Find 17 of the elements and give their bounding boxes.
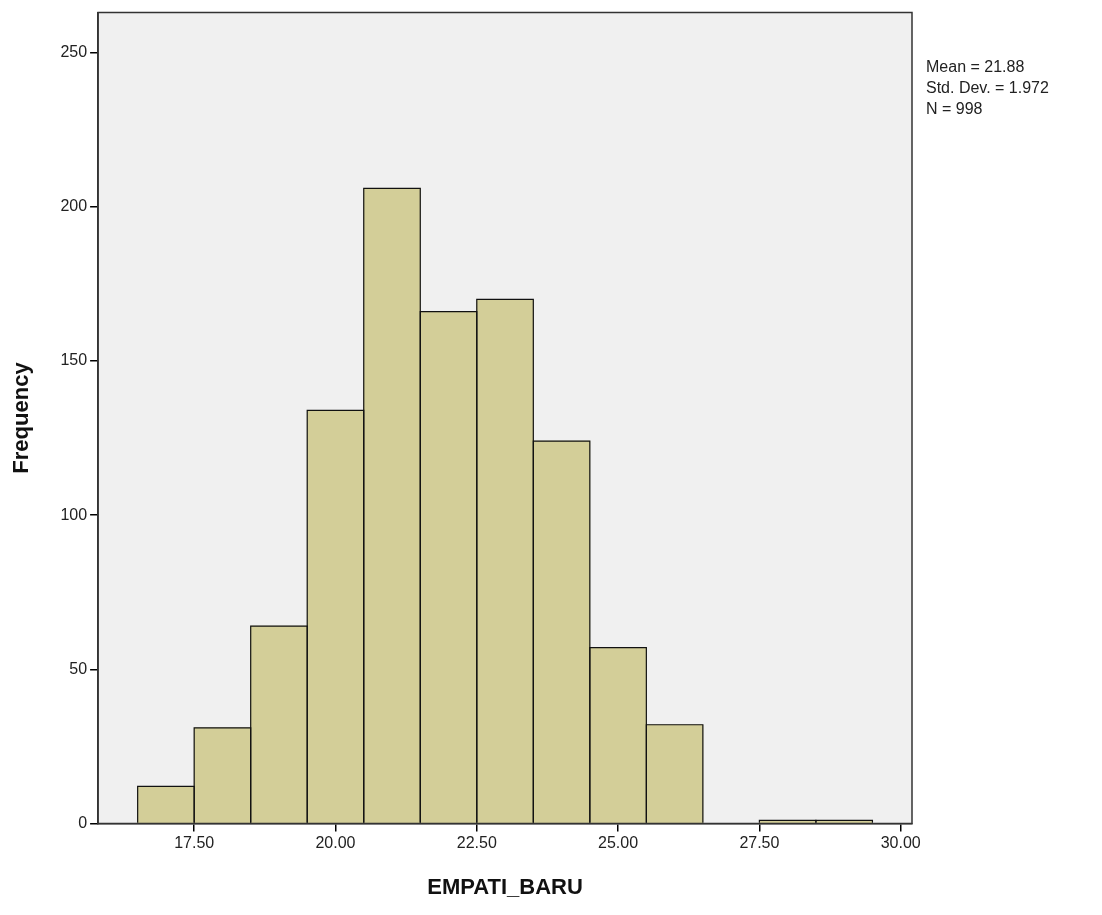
y-tick-label: 200 [60, 197, 88, 215]
x-tick-label: 27.50 [739, 834, 780, 852]
y-axis-title: Frequency [8, 361, 34, 474]
y-tick-label: 250 [60, 43, 88, 61]
text: Std. Dev. = 1.972 [926, 79, 1049, 97]
x-tick-label: 25.00 [598, 834, 639, 852]
y-tick-label: 100 [60, 505, 88, 523]
y-tick-label: 50 [69, 659, 88, 677]
text: Mean = 21.88 [926, 58, 1025, 76]
x-tick-label: 20.00 [315, 834, 356, 852]
x-axis-title: EMPATI_BARU [427, 873, 583, 899]
y-tick-label: 0 [78, 813, 88, 831]
y-tick-label: 150 [60, 351, 88, 369]
x-tick-label: 22.50 [456, 834, 497, 852]
x-tick-label: 17.50 [174, 834, 215, 852]
text: N = 998 [926, 100, 983, 118]
x-tick-label: 30.00 [880, 834, 921, 852]
